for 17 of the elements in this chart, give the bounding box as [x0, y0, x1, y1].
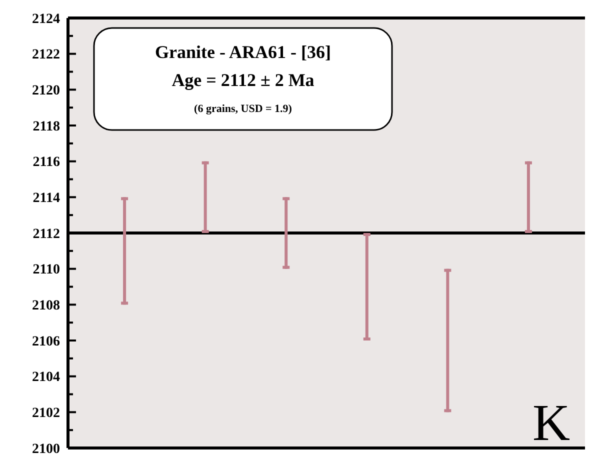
y-tick-label: 2100 [32, 442, 60, 457]
y-tick-label: 2124 [32, 12, 60, 27]
annotation: (6 grains, USD = 1.9) [194, 103, 292, 115]
annotation: K [532, 395, 570, 452]
y-tick-label: 2112 [32, 226, 60, 242]
y-tick-label: 2118 [32, 119, 60, 134]
y-tick-label: 2102 [32, 406, 60, 422]
text: Granite - ARA61 - [36] [155, 42, 331, 62]
y-tick-label: 2110 [32, 262, 60, 278]
y-tick-label: 2114 [32, 191, 60, 206]
y-tick-label: 2120 [32, 84, 60, 99]
y-tick-label: 2116 [32, 155, 60, 170]
y-tick-label: 2108 [32, 298, 60, 314]
text: Age = 2112 ± 2 Ma [172, 70, 314, 90]
y-tick-label: 2106 [32, 334, 60, 350]
y-tick-label: 2122 [32, 48, 60, 63]
y-tick-label: 2104 [32, 370, 60, 386]
